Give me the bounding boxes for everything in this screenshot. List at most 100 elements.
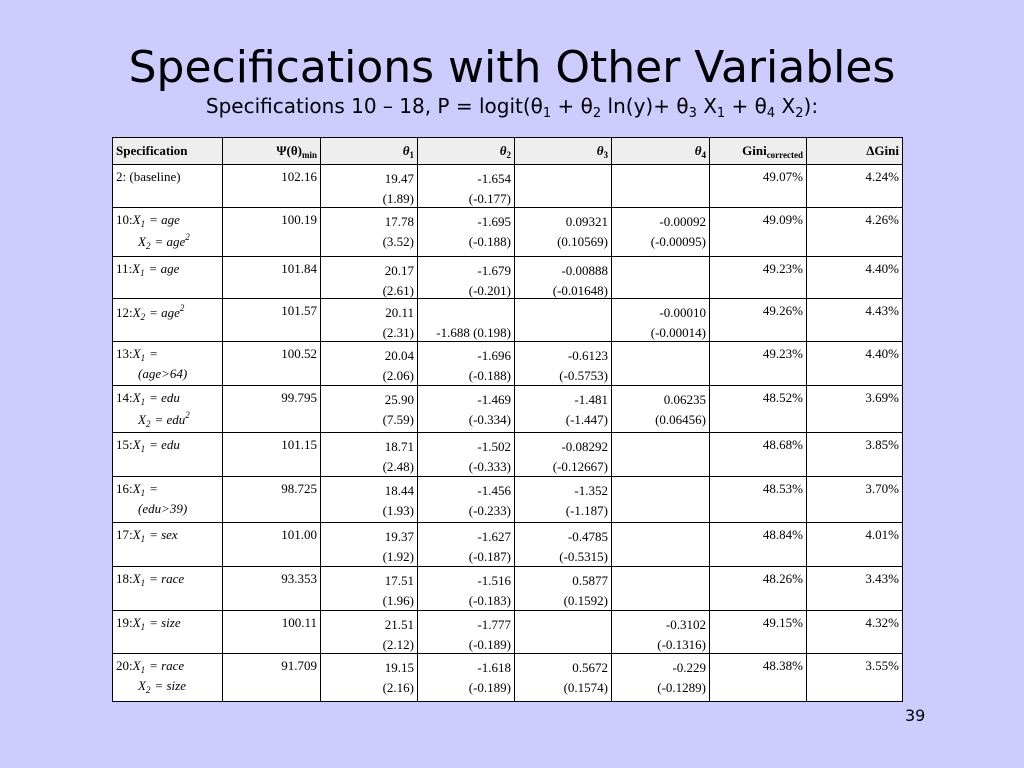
spec-sub: 2	[145, 241, 151, 251]
header-label: θ3	[597, 143, 608, 160]
header-label: θ1	[403, 143, 414, 160]
header-cell: Specification	[113, 138, 223, 165]
std-error: (-0.1316)	[657, 637, 706, 652]
estimate: -0.3102	[665, 617, 706, 632]
header-text: ΔGini	[866, 143, 899, 158]
dgini-value: 4.26%	[865, 212, 899, 227]
header-label: θ4	[695, 143, 706, 160]
header-cell: Ginicorrected	[710, 138, 807, 165]
spec-line: 14:X1 = edu	[116, 390, 180, 407]
spec-rhs: = age	[148, 261, 180, 276]
value-cell: 49.26%	[710, 299, 807, 342]
subscript: 1	[716, 106, 726, 121]
spec-text: (edu>39)	[138, 501, 188, 516]
estimate: 19.37	[384, 529, 414, 544]
header-sub: 1	[409, 150, 415, 160]
spec-var: X	[138, 412, 146, 427]
value-cell: 3.69%	[807, 386, 903, 433]
estimate: -1.352	[574, 483, 608, 498]
header-sub: 3	[603, 150, 609, 160]
value-cell: 0.5877 (0.1592)	[515, 567, 612, 611]
std-error: (1.92)	[382, 549, 414, 564]
value-cell: 100.19	[223, 208, 321, 257]
value-cell: 3.43%	[807, 567, 903, 611]
psi-value: 100.52	[281, 346, 317, 361]
subtitle-text: X	[696, 94, 717, 118]
subtitle-text: + θ	[725, 94, 767, 118]
spec-line: (edu>39)	[138, 501, 187, 517]
value-cell: -0.229 (-0.1289)	[612, 654, 710, 702]
gini-value: 49.23%	[762, 261, 803, 276]
std-error: (0.1592)	[563, 593, 608, 608]
estimate: -1.502	[477, 439, 511, 454]
spec-cell: 15:X1 = edu	[113, 433, 223, 477]
std-error: (-0.12667)	[552, 459, 608, 474]
dgini-value: 3.70%	[865, 481, 899, 496]
value-cell: -1.679 (-0.201)	[418, 257, 515, 299]
spec-sub: 1	[140, 268, 145, 278]
estimate: 17.78	[384, 214, 414, 229]
spec-prefix: 10:	[116, 212, 133, 227]
value-cell: 20.11 (2.31)	[321, 299, 418, 342]
spec-text: 2: (baseline)	[116, 169, 181, 184]
estimate: -0.00092	[659, 214, 706, 229]
value-cell: -0.3102 (-0.1316)	[612, 611, 710, 654]
estimate: -0.6123	[567, 348, 608, 363]
value-cell: -0.6123 (-0.5753)	[515, 342, 612, 386]
estimate: -1.696	[477, 348, 511, 363]
header-sub: corrected	[766, 150, 803, 160]
subscript: 2	[592, 106, 602, 121]
value-cell: -1.777 (-0.189)	[418, 611, 515, 654]
spec-rhs: = edu	[149, 437, 180, 452]
std-error: (2.16)	[382, 680, 414, 695]
gini-value: 49.07%	[762, 169, 803, 184]
spec-var: X	[132, 212, 141, 227]
spec-line: X2 = age2	[138, 232, 190, 251]
value-cell	[612, 477, 710, 523]
std-error: (2.06)	[382, 368, 414, 383]
spec-line: 12:X2 = age2	[116, 303, 184, 322]
spec-sub: 2	[145, 685, 151, 695]
value-cell	[612, 523, 710, 567]
estimate: 0.06235	[663, 392, 706, 407]
spec-rhs: =	[149, 481, 158, 496]
spec-sub: 1	[140, 353, 146, 363]
std-error: (-0.177)	[468, 191, 511, 206]
subtitle-text: ):	[803, 94, 819, 118]
gini-value: 49.23%	[762, 346, 803, 361]
header-cell: θ2	[418, 138, 515, 165]
estimate: -1.654	[477, 171, 511, 186]
value-cell: 20.17 (2.61)	[321, 257, 418, 299]
value-cell: 19.47 (1.89)	[321, 165, 418, 208]
subtitle-text: + θ	[551, 94, 593, 118]
spec-sub: 1	[140, 488, 146, 498]
header-text: θ	[596, 143, 604, 158]
subscript: 4	[766, 106, 776, 121]
value-cell: -0.08292 (-0.12667)	[515, 433, 612, 477]
spec-prefix: 18:	[116, 571, 133, 586]
std-error: (-0.333)	[468, 459, 511, 474]
spec-cell: 18:X1 = race	[113, 567, 223, 611]
value-cell: -0.00092 (-0.00095)	[612, 208, 710, 257]
spec-rhs: =	[149, 346, 158, 361]
value-cell: -1.618 (-0.189)	[418, 654, 515, 702]
value-cell: 19.37 (1.92)	[321, 523, 418, 567]
header-text: Specification	[116, 143, 188, 158]
gini-value: 49.15%	[762, 615, 803, 630]
value-cell: 25.90 (7.59)	[321, 386, 418, 433]
std-error: (-0.00014)	[650, 325, 706, 340]
spec-text: (age>64)	[138, 366, 188, 381]
value-cell: 21.51 (2.12)	[321, 611, 418, 654]
spec-prefix: 13:	[116, 346, 133, 361]
value-cell: 4.26%	[807, 208, 903, 257]
value-cell: 101.84	[223, 257, 321, 299]
value-cell: 49.23%	[710, 257, 807, 299]
spec-var: X	[132, 305, 141, 320]
spec-sub: 2	[145, 419, 151, 429]
gini-value: 48.26%	[762, 571, 803, 586]
estimate: -1.516	[477, 573, 511, 588]
subscript: 3	[688, 106, 697, 121]
spec-cell: 20:X1 = race X2 = size	[113, 654, 223, 702]
estimate: -1.469	[477, 392, 511, 407]
psi-value: 98.725	[281, 481, 317, 496]
